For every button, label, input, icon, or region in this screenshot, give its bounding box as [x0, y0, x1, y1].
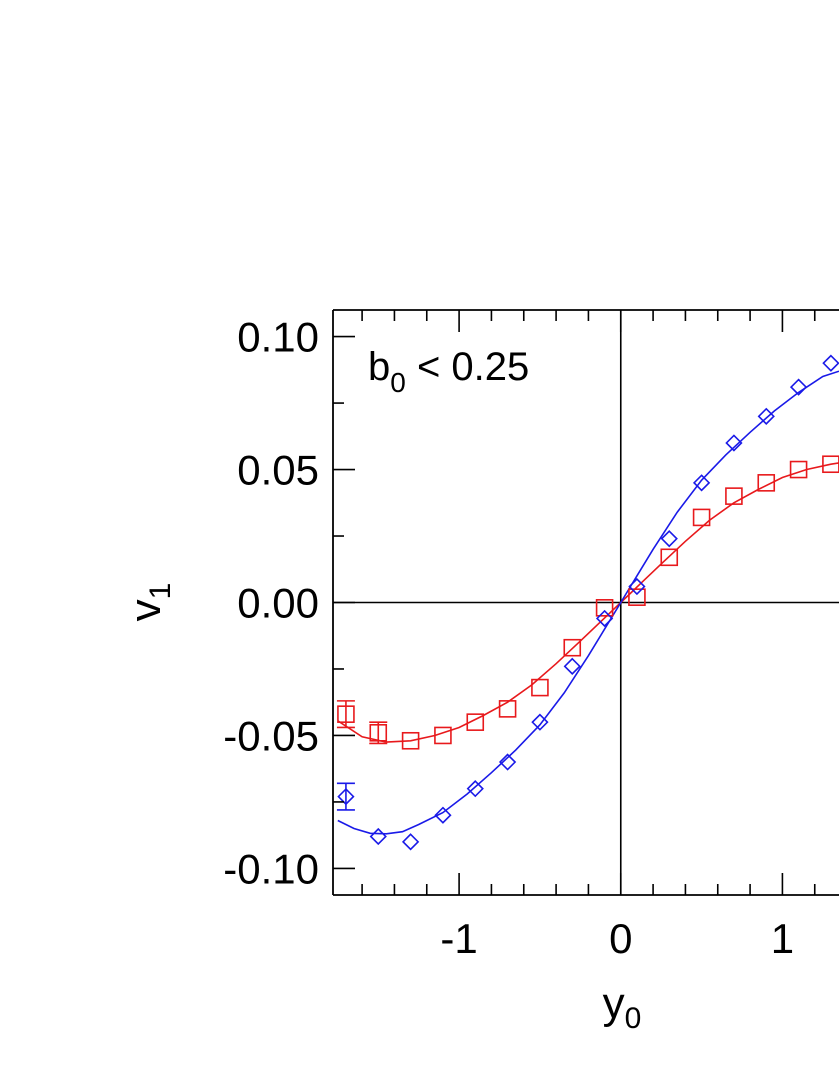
- square-marker: [725, 487, 743, 505]
- annotation-rest: < 0.25: [406, 345, 529, 389]
- diamond-marker: [337, 787, 355, 806]
- diamond-marker: [434, 806, 452, 824]
- y-tick-label: 0.00: [237, 580, 319, 627]
- y-tick-label: -0.10: [223, 845, 319, 892]
- x-axis-label: y0: [603, 979, 642, 1035]
- x-axis-label-main: y: [603, 979, 625, 1028]
- axis-ticks: [333, 310, 816, 895]
- diamond-marker: [822, 354, 839, 372]
- diamond-marker: [660, 530, 678, 548]
- diamond-marker: [531, 713, 549, 731]
- square-marker: [789, 460, 808, 479]
- fit-curve-square: [337, 462, 839, 743]
- square-marker: [660, 548, 679, 567]
- x-axis-label-sub: 0: [625, 1002, 642, 1035]
- fit-curve-diamond: [337, 370, 839, 835]
- square-marker: [595, 599, 614, 617]
- square-marker: [531, 678, 549, 697]
- diamond-marker: [692, 474, 711, 492]
- annotation-main: b: [368, 345, 390, 389]
- diamond-marker: [401, 833, 420, 851]
- reference-lines: [333, 310, 839, 895]
- fit-curves: [337, 370, 839, 835]
- square-marker: [369, 723, 388, 742]
- diamond-marker: [595, 609, 614, 628]
- diamond-marker: [466, 780, 484, 798]
- square-marker: [337, 705, 355, 723]
- data-points: [336, 354, 839, 851]
- square-marker: [563, 638, 582, 657]
- x-tick-label: -1: [440, 915, 477, 962]
- y-tick-label: 0.10: [237, 314, 319, 361]
- diamond-marker: [789, 378, 808, 396]
- diamond-marker: [498, 753, 517, 771]
- square-marker: [757, 474, 776, 492]
- square-marker: [401, 731, 420, 750]
- diamond-marker: [628, 577, 646, 596]
- y-tick-label: 0.05: [237, 447, 319, 494]
- y-axis-label-sub: 1: [144, 583, 177, 600]
- y-axis-label: v1: [121, 583, 177, 622]
- square-marker: [466, 713, 485, 731]
- tick-labels: -1 0 1 -0.10 -0.05 0.00 0.05 0.10: [223, 314, 794, 962]
- chart-annotation: b0 < 0.25: [368, 345, 529, 398]
- annotation-sub: 0: [390, 367, 406, 398]
- diamond-marker: [563, 657, 581, 675]
- x-tick-label: 1: [771, 915, 794, 962]
- diamond-marker: [369, 827, 387, 846]
- square-marker: [628, 588, 646, 606]
- y-axis-label-main: v: [121, 599, 170, 621]
- square-marker: [434, 726, 452, 745]
- square-marker: [498, 700, 517, 718]
- diamond-marker: [725, 434, 743, 452]
- y-tick-label: -0.05: [223, 712, 319, 759]
- square-marker: [692, 508, 711, 527]
- x-tick-label: 0: [609, 915, 632, 962]
- diamond-marker: [757, 407, 775, 425]
